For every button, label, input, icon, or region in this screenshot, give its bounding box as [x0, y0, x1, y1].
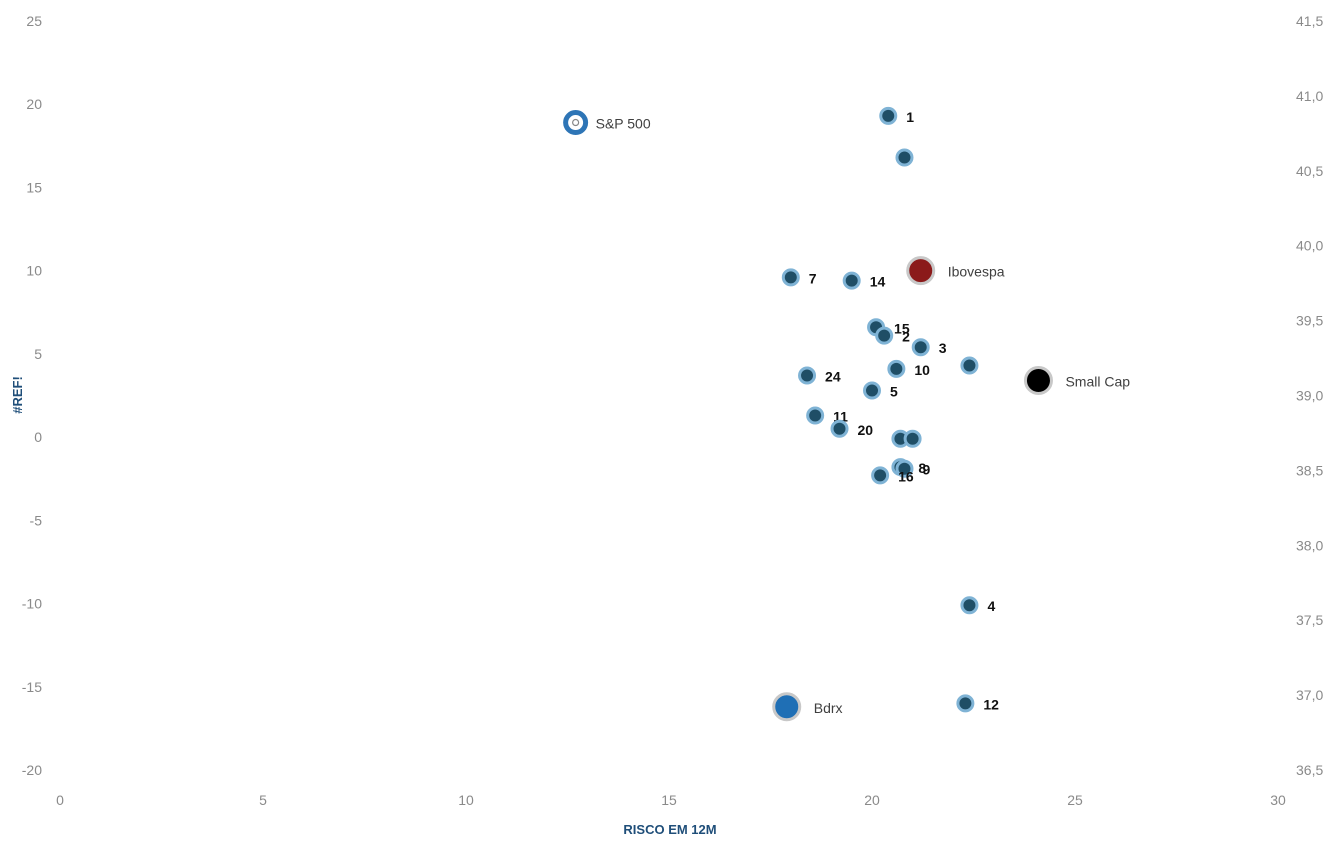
- x-axis-title: RISCO EM 12M: [623, 822, 716, 837]
- point-label: 8: [918, 460, 926, 476]
- data-point: [903, 429, 922, 448]
- x-tick-label: 10: [458, 792, 474, 808]
- point-label: 9: [922, 462, 930, 478]
- named-points: S&P 500 Ibovespa Small Cap Bdrx: [563, 110, 1130, 722]
- y-axis-title: #REF!: [10, 376, 25, 414]
- y2-tick-label: 38,5: [1296, 462, 1323, 478]
- y2-tick-label: 39,0: [1296, 388, 1323, 404]
- named-point-label: Small Cap: [1065, 374, 1130, 390]
- point-label: 5: [890, 384, 898, 400]
- data-point: [875, 326, 894, 345]
- y2-tick-label: 37,0: [1296, 687, 1323, 703]
- x-tick-label: 15: [661, 792, 677, 808]
- y-tick-label: 15: [26, 179, 42, 195]
- named-point: [772, 692, 802, 722]
- point-label: 2: [902, 329, 910, 345]
- point-label: 1: [906, 109, 914, 125]
- named-point-label: Bdrx: [814, 700, 843, 716]
- x-axis-ticks: 0 5 10 15 20 25 30: [56, 792, 1286, 808]
- y2-tick-label: 36,5: [1296, 762, 1323, 778]
- y-tick-label: 5: [34, 346, 42, 362]
- y-tick-label: -5: [30, 512, 43, 528]
- named-point-label: S&P 500: [596, 116, 651, 132]
- x-tick-label: 20: [864, 792, 880, 808]
- named-point: [1023, 366, 1053, 396]
- data-point: [871, 466, 890, 485]
- named-point: [906, 256, 936, 286]
- y2-tick-label: 38,0: [1296, 537, 1323, 553]
- data-point: [830, 419, 849, 438]
- y-tick-label: 20: [26, 96, 42, 112]
- point-label: 16: [898, 468, 914, 484]
- data-point: [887, 359, 906, 378]
- y2-tick-label: 39,5: [1296, 313, 1323, 329]
- data-point: [842, 271, 861, 290]
- data-point: [806, 406, 825, 425]
- x-tick-label: 5: [259, 792, 267, 808]
- x-tick-label: 25: [1067, 792, 1083, 808]
- y-tick-label: 0: [34, 429, 42, 445]
- data-point: [960, 356, 979, 375]
- x-tick-label: 30: [1270, 792, 1286, 808]
- y-tick-label: -15: [22, 679, 42, 695]
- y-tick-label: -20: [22, 762, 42, 778]
- y2-tick-label: 40,0: [1296, 238, 1323, 254]
- y2-tick-label: 40,5: [1296, 163, 1323, 179]
- data-point: [863, 381, 881, 400]
- point-label: 24: [825, 369, 841, 385]
- y-tick-label: 10: [26, 263, 42, 279]
- data-point: [960, 596, 979, 615]
- point-label: 7: [809, 270, 817, 286]
- data-point: [879, 106, 898, 125]
- y2-tick-label: 37,5: [1296, 612, 1323, 628]
- named-point-label: Ibovespa: [948, 264, 1005, 280]
- point-label: 12: [983, 696, 999, 712]
- data-point: [911, 338, 930, 357]
- named-point-center: [572, 118, 580, 127]
- y2-axis-ticks: 41,5 41,0 40,5 40,0 39,5 39,0 38,5 38,0 37,5 37,0…: [1296, 13, 1323, 778]
- point-label: 20: [858, 422, 874, 438]
- point-label: 3: [939, 340, 947, 356]
- data-point: [895, 459, 914, 478]
- point-label: 10: [914, 362, 930, 378]
- data-point: [781, 268, 800, 287]
- point-label: 4: [987, 598, 995, 614]
- y2-tick-label: 41,5: [1296, 13, 1323, 29]
- x-tick-label: 0: [56, 792, 64, 808]
- y-axis-ticks: 25 20 15 10 5 0 -5 -10 -15 -20: [22, 13, 42, 778]
- data-point: [798, 366, 817, 385]
- data-point: [956, 694, 975, 713]
- y2-tick-label: 41,0: [1296, 88, 1323, 104]
- data-point: [895, 148, 914, 167]
- point-label: 14: [870, 274, 886, 290]
- y-tick-label: -10: [22, 596, 42, 612]
- point-label: 15: [894, 320, 910, 336]
- y-tick-label: 25: [26, 13, 42, 29]
